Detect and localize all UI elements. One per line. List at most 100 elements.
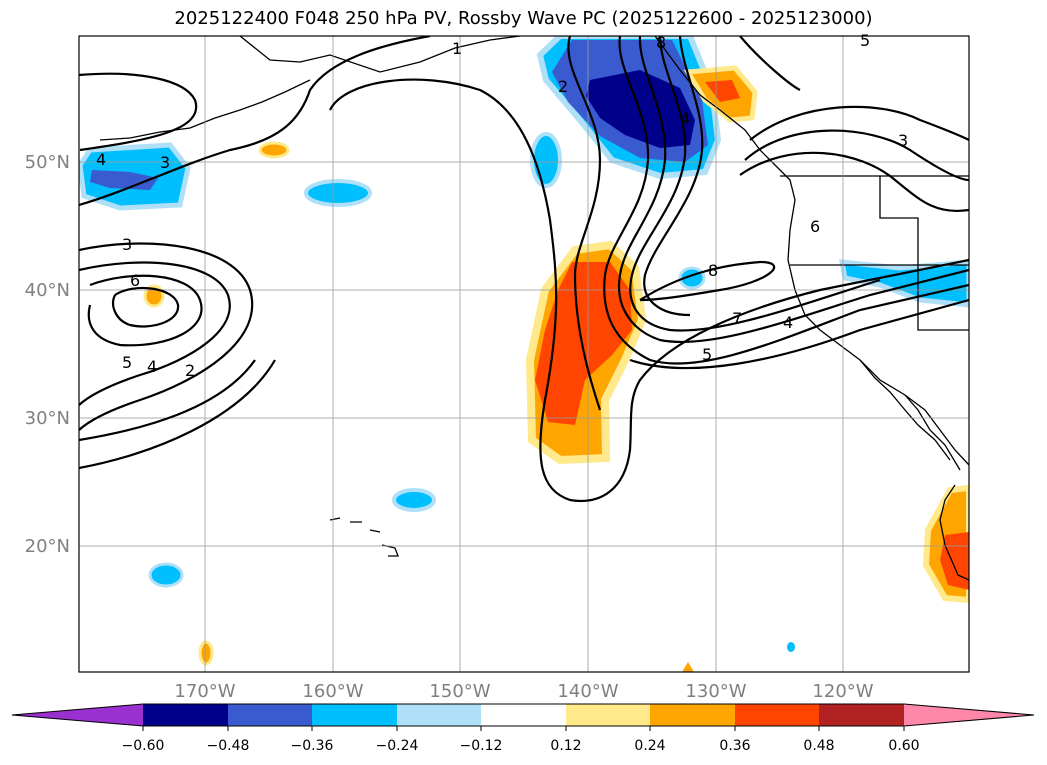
lat-label: 40°N [25,280,70,301]
negative-anomaly-hawaii [392,488,436,512]
baja-inner-coast [904,394,961,471]
negative-anomaly-dateline-core [90,170,158,190]
lat-label: 50°N [25,152,70,173]
contour-west-cutoff-4 [112,286,180,328]
latitude-labels: 50°N 40°N 30°N 20°N [25,152,70,557]
positive-anomaly-small-1 [258,141,290,159]
negative-anomaly-small-4 [148,562,184,588]
contour-1 [79,72,198,152]
positive-anomaly-small-3 [198,640,214,666]
contour-trough-outer [329,78,969,502]
colorbar-tick-label: −0.12 [460,738,503,754]
figure-title: 2025122400 F048 250 hPa PV, Rossby Wave … [174,8,873,29]
north-american-coast [654,36,969,466]
contour-label: 2 [558,77,568,96]
colorbar-segment [735,704,819,726]
colorbar-segment [819,704,904,726]
contour-trough-4 [629,36,881,332]
colorbar-segment [228,704,312,726]
colorbar: −0.60 −0.48 −0.36 −0.24 −0.12 0.12 0.24 … [11,703,1035,754]
colorbar-tick-label: 0.24 [634,738,665,754]
positive-anomaly-central-pacific-core [535,262,632,425]
colorbar-tick-label: −0.36 [291,738,334,754]
contour-label: 5 [860,31,870,50]
state-border-2 [879,176,969,331]
colorbar-tick-label: −0.60 [122,738,165,754]
contour-label: 8 [708,261,718,280]
contour-label: 1 [452,39,462,58]
colorbar-segment [312,704,397,726]
hawaii-islands [329,517,399,557]
colorbar-segment [143,704,228,726]
lon-label: 160°W [302,681,363,702]
alaska-coast [239,36,521,73]
contour-northeast-ridge-1 [739,36,801,91]
contour-label: 4 [783,313,793,332]
pv-contours [79,36,969,502]
colorbar-extend-low [12,704,143,726]
contour-trough-inner [629,298,969,370]
negative-anomaly-western-us [838,259,969,308]
lon-label: 120°W [812,681,873,702]
contour-label: 3 [898,131,908,150]
colorbar-segment [650,704,735,726]
negative-anomaly-small-1 [304,179,372,207]
lon-label: 140°W [557,681,618,702]
colorbar-tick-label: −0.48 [207,738,250,754]
lon-label: 150°W [429,681,490,702]
coastlines [99,36,969,581]
contour-label: 6 [810,217,820,236]
contour-west-cutoff-outer [79,242,254,431]
lat-label: 30°N [25,408,70,429]
colorbar-tick-label: 0.60 [888,738,919,754]
contour-west-cutoff-3 [87,274,203,347]
aleutian-islands [99,79,311,141]
anomaly-fields [79,36,969,672]
contour-label: 8 [656,33,666,52]
colorbar-tick-label: 0.48 [803,738,834,754]
colorbar-extend-high [904,704,1034,726]
contour-west-open-1 [79,359,256,442]
baja-california [859,359,951,461]
contour-ridge-outer [79,36,431,207]
map-frame [78,35,970,673]
colorbar-ticks: −0.60 −0.48 −0.36 −0.24 −0.12 0.12 0.24 … [122,726,920,754]
negative-anomaly-small-5 [787,642,795,652]
contour-trough-3 [617,36,969,344]
contour-label: 3 [160,153,170,172]
contour-label: 7 [732,309,742,328]
contour-label: 5 [702,345,712,364]
contour-northeast-ridge-2 [749,105,969,141]
contour-label: 4 [680,109,690,128]
contour-label: 3 [122,235,132,254]
colorbar-tick-label: 0.36 [719,738,750,754]
contour-west-cutoff-2 [79,261,231,406]
positive-anomaly-small-4 [682,662,694,672]
map-background [79,36,969,672]
colorbar-tick-label: 0.12 [550,738,581,754]
contour-label: 4 [96,150,106,169]
lon-label: 170°W [174,681,235,702]
colorbar-segment [481,704,566,726]
contour-northeast-ridge-3 [744,129,969,182]
lat-label: 20°N [25,536,70,557]
mexico-coast [939,484,969,581]
longitude-labels: 170°W 160°W 150°W 140°W 130°W 120°W [174,681,873,702]
colorbar-tick-label: −0.24 [376,738,419,754]
contour-label: 4 [147,357,157,376]
contour-trough-1 [567,36,602,411]
negative-anomaly-gulf-of-alaska-core [586,70,695,148]
colorbar-segment [397,704,481,726]
contour-closed-inner-ridge [639,260,775,302]
lon-label: 130°W [685,681,746,702]
positive-anomaly-british-columbia-core [705,80,740,102]
contour-labels: 1 3 4 3 6 5 4 2 8 2 4 8 7 5 6 4 3 5 [96,31,908,380]
contour-label: 6 [130,271,140,290]
contour-label: 5 [122,353,132,372]
negative-anomaly-small-2 [530,132,562,188]
contour-northeast-ridge-4 [739,151,969,213]
contour-trough-2 [603,36,969,365]
colorbar-segment [566,704,650,726]
